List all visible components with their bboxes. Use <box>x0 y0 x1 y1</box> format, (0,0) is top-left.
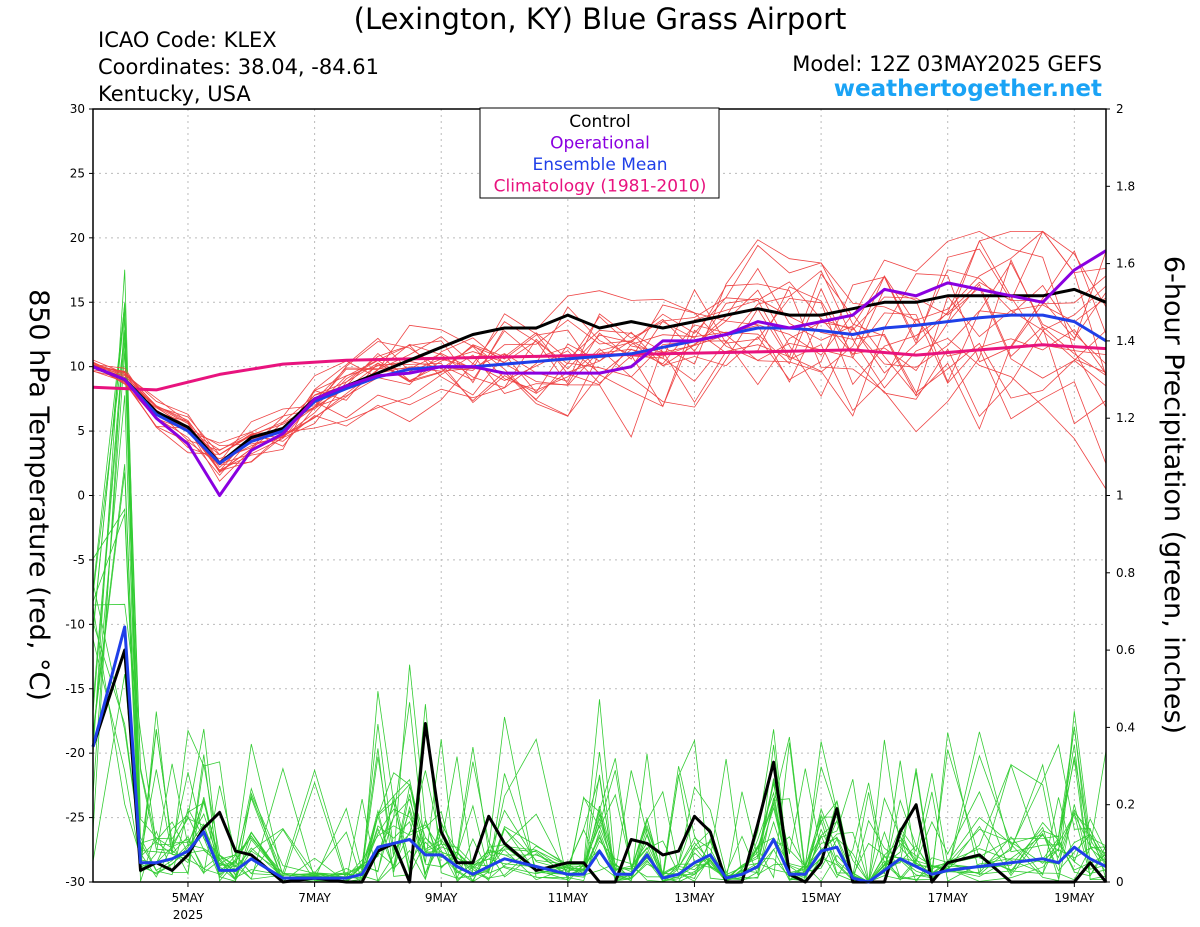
region: Kentucky, USA <box>98 82 251 106</box>
precip-member-line <box>92 304 1107 883</box>
precip-member-line <box>92 334 1107 883</box>
temp-member-line <box>92 244 1107 451</box>
y-tick-label: -5 <box>73 553 85 567</box>
legend-box <box>479 107 720 199</box>
y-tick-label: 25 <box>70 166 85 180</box>
x-tick-label: 11MAY <box>548 891 589 905</box>
precip-member-line <box>92 302 1107 883</box>
y-tick-label: -15 <box>65 682 85 696</box>
x-tick-label: 15MAY <box>801 891 842 905</box>
y-tick-label: 30 <box>70 102 85 116</box>
y-tick-label: -20 <box>65 746 85 760</box>
legend-entry: Ensemble Mean <box>532 155 667 175</box>
temp-member-line <box>92 258 1107 447</box>
gridlines <box>93 109 1106 882</box>
series-lines <box>91 249 1108 884</box>
y-right-tick-label: 1.2 <box>1116 411 1135 425</box>
y-tick-label: -10 <box>65 617 85 631</box>
x-tick-sublabel: 2025 <box>173 908 204 922</box>
temp-member-line <box>92 230 1107 444</box>
precip-member-line <box>92 309 1107 883</box>
precip-member-line <box>92 395 1107 883</box>
y-tick-label: 0 <box>77 489 85 503</box>
y-right-tick-label: 0 <box>1116 875 1124 889</box>
precip-member-line <box>92 329 1107 883</box>
model-run: Model: 12Z 03MAY2025 GEFS <box>792 52 1102 76</box>
precip-member-line <box>92 508 1107 883</box>
y-right-tick-label: 2 <box>1116 102 1124 116</box>
x-axis: 5MAY 2025 7MAY 9MAY 11MAY 13MAY 15MAY 17MAY 19MA… <box>172 882 1095 922</box>
y-axis-left-title: 850 hPa Temperature (red, °C) <box>23 289 54 701</box>
legend-entry: Operational <box>550 134 650 154</box>
precip-member-line <box>92 603 1107 883</box>
x-tick-label: 7MAY <box>298 891 331 905</box>
y-right-tick-label: 1.8 <box>1116 179 1135 193</box>
x-tick-label: 5MAY <box>172 891 205 905</box>
temp-member-line <box>92 269 1107 463</box>
ensemble-mean-precip-line <box>91 625 1107 884</box>
y-tick-label: 10 <box>70 360 85 374</box>
operational-temp-line <box>92 249 1107 497</box>
temp-member-lines <box>92 230 1107 490</box>
y-right-tick-label: 0.8 <box>1116 566 1135 580</box>
x-tick-label: 13MAY <box>674 891 715 905</box>
precip-member-line <box>92 621 1107 883</box>
y-tick-label: 5 <box>77 424 85 438</box>
precip-member-line <box>92 638 1107 883</box>
y-tick-label: -30 <box>65 875 85 889</box>
y-tick-label: -25 <box>65 811 85 825</box>
y-right-tick-label: 0.2 <box>1116 798 1135 812</box>
precip-member-line <box>92 339 1107 883</box>
y-tick-label: 20 <box>70 231 85 245</box>
control-precip-line <box>91 648 1108 884</box>
legend-entry: Climatology (1981-2010) <box>494 177 707 197</box>
temp-member-line <box>92 290 1107 472</box>
y-right-tick-label: 1.6 <box>1116 257 1135 271</box>
coordinates: Coordinates: 38.04, -84.61 <box>98 55 379 79</box>
y-axis-right-title: 6-hour Precipitation (green, inches) <box>1158 256 1189 734</box>
site-link[interactable]: weathertogether.net <box>833 76 1102 102</box>
y-axis-right: 2 1.8 1.6 1.4 1.2 1 0.8 0.6 0.4 0.2 0 <box>1106 102 1135 889</box>
precip-member-line <box>92 315 1107 882</box>
chart-title: (Lexington, KY) Blue Grass Airport <box>353 2 847 36</box>
temp-member-line <box>92 308 1107 465</box>
x-tick-label: 9MAY <box>425 891 458 905</box>
ensemble-mean-temp-line <box>92 313 1107 465</box>
x-tick-label: 17MAY <box>928 891 969 905</box>
y-tick-label: 15 <box>70 295 85 309</box>
precip-member-line <box>92 350 1107 883</box>
x-tick-label: 19MAY <box>1054 891 1095 905</box>
y-right-tick-label: 1.4 <box>1116 334 1135 348</box>
icao-code: ICAO Code: KLEX <box>98 28 277 52</box>
y-right-tick-label: 1 <box>1116 489 1124 503</box>
y-right-tick-label: 0.6 <box>1116 643 1135 657</box>
legend-entry: Control <box>569 112 630 132</box>
temp-member-line <box>92 230 1107 455</box>
y-right-tick-label: 0.4 <box>1116 720 1135 734</box>
y-axis-left: 30 25 20 15 10 5 0 -5 -10 -15 -20 -25 -30 <box>65 102 93 889</box>
control-temp-line <box>92 287 1107 465</box>
